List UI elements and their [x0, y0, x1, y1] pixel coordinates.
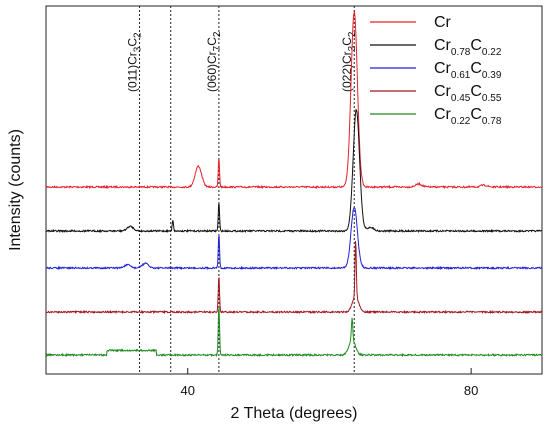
series-line-0 — [45, 10, 543, 190]
series-line-4 — [45, 307, 543, 358]
legend-label-4: Cr0.22C0.78 — [434, 106, 502, 127]
series-line-1 — [45, 108, 543, 234]
reference-label-0: (011)Cr3C2 — [126, 32, 144, 92]
plot-frame — [45, 5, 543, 375]
series-line-2 — [45, 207, 543, 271]
legend-label-3: Cr0.45C0.55 — [434, 83, 502, 104]
y-axis-title: Intensity (counts) — [7, 129, 24, 251]
reference-lines: (011)Cr3C2 (060)Cr7C2 (022)Cr3C2 — [126, 6, 358, 374]
reference-label-3: (022)Cr3C2 — [340, 31, 358, 92]
legend-label-1: Cr0.78C0.22 — [434, 37, 502, 58]
legend: Cr Cr0.78C0.22Cr0.61C0.39Cr0.45C0.55Cr0.2… — [370, 14, 502, 127]
x-axis-ticks: 40 80 — [180, 368, 478, 398]
x-axis-title: 2 Theta (degrees) — [231, 405, 358, 422]
legend-label-2: Cr0.61C0.39 — [434, 60, 502, 81]
series-group — [45, 10, 543, 358]
reference-label-2: (060)Cr7C2 — [205, 31, 223, 92]
x-tick-label-80: 80 — [464, 383, 478, 398]
series-line-3 — [45, 241, 543, 315]
legend-label-0: Cr — [434, 14, 452, 31]
x-tick-label-40: 40 — [180, 383, 194, 398]
